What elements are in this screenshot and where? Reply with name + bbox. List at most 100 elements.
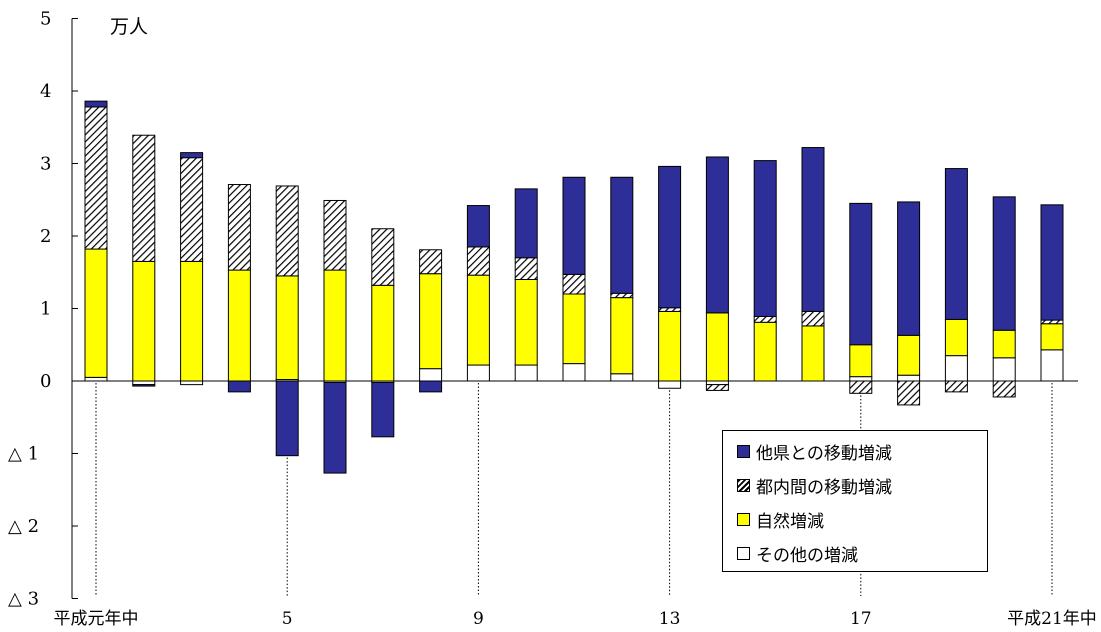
bar-segment [944,380,968,393]
bar-segment [658,307,682,312]
bar-segment [84,106,108,250]
bar-segment [610,297,634,375]
y-tick-label: 4 [40,81,51,102]
bar-segment [419,368,443,382]
bar-segment [849,344,873,378]
y-tick-label: △ 2 [8,516,39,537]
bar-segment [753,160,777,317]
bar-segment [1040,204,1064,321]
legend-swatch-intra-metro [737,478,750,492]
legend: 他県との移動増減 都内間の移動増減 自然増減 その他の増減 [722,430,988,572]
bar-segment [419,249,443,275]
legend-swatch-natural [737,512,750,526]
bar-segment [132,380,156,386]
bar-segment [897,374,921,382]
bar-segment [514,279,538,366]
bar-segment [84,100,108,108]
bar-segment [514,188,538,259]
bar-segment [371,228,395,286]
bar-segment [180,380,204,386]
bar-segment [801,310,825,327]
bar-segment [849,376,873,382]
bar-segment [466,246,490,276]
bar-segment [180,157,204,262]
legend-label-other-prefecture: 他県との移動増減 [756,443,892,464]
bar-segment [562,273,586,295]
bar-segment [562,176,586,275]
bar-segment [84,376,108,382]
y-tick-label: △ 3 [8,589,39,610]
bar-segment [227,269,251,382]
y-tick-label: △ 1 [8,444,39,465]
legend-swatch-other-prefecture [737,444,750,458]
bar-segment [132,260,156,382]
x-tick-label: 13 [659,609,681,629]
bar-segment [658,165,682,309]
bar-segment [466,364,490,382]
y-tick-label: 0 [40,371,51,392]
bar-segment [419,380,443,393]
bar-segment [992,329,1016,359]
x-tick-label: 平成元年中 [54,609,139,629]
bar-segment [466,205,490,248]
legend-label-natural: 自然増減 [756,511,824,532]
x-tick-label: 17 [850,609,872,629]
legend-label-other: その他の増減 [756,545,858,566]
legend-swatch-other [737,546,750,560]
bar-segment [323,199,347,271]
bar-segment [944,318,968,357]
bar-segment [466,274,490,366]
bar-segment [84,248,108,378]
x-tick-label: 5 [282,609,293,629]
bar-segment [1040,319,1064,325]
legend-label-intra-metro: 都内間の移動増減 [756,477,892,498]
bar-segment [132,134,156,262]
unit-label: 万人 [110,16,149,38]
bar-segment [514,257,538,280]
bar-segment [1040,323,1064,351]
y-tick-label: 1 [40,299,51,320]
bar-segment [323,381,347,474]
x-tick-label: 平成21年中 [1007,609,1097,629]
legend-item-natural: 自然増減 [737,507,824,532]
bar-segment [610,176,634,294]
bar-segment [705,384,729,391]
bar-segment [944,168,968,320]
y-tick-label: 3 [40,154,51,175]
legend-item-other: その他の増減 [737,541,858,566]
bar-segment [705,156,729,314]
bar-segment [897,201,921,336]
bar-segment [275,275,299,381]
bar-segment [514,364,538,382]
bar-segment [610,373,634,382]
bar-segment [753,315,777,323]
bar-segment [753,321,777,382]
bar-segment [132,384,156,387]
bar-segment [227,184,251,271]
bar-segment [705,380,729,386]
bar-segment [849,202,873,346]
bar-segment [323,269,347,382]
bar-segment [371,284,395,382]
y-tick-label: 2 [40,226,51,247]
bar-segment [562,363,586,382]
bar-segment [849,380,873,394]
bar-segment [275,380,299,457]
bar-segment [658,380,682,389]
y-tick-label: 5 [40,9,51,30]
bar-segment [801,325,825,382]
bar-segment [992,196,1016,331]
bar-segment [227,380,251,393]
bar-segment [180,260,204,382]
bar-segment [562,293,586,365]
bar-segment [1040,349,1064,382]
bar-segment [897,380,921,406]
bar-segment [992,357,1016,382]
bar-segment [705,312,729,382]
legend-item-intra-metro: 都内間の移動増減 [737,473,892,498]
bar-segment [419,273,443,370]
bar-segment [897,334,921,376]
bar-segment [944,355,968,382]
bar-segment [371,381,395,438]
